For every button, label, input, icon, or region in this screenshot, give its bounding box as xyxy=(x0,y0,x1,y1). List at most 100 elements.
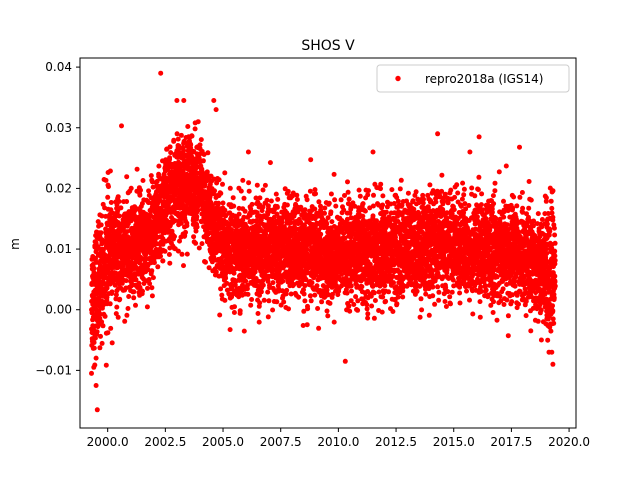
data-point xyxy=(372,290,377,295)
data-point xyxy=(396,295,401,300)
data-point xyxy=(201,158,206,163)
data-point xyxy=(380,203,385,208)
data-point xyxy=(359,284,364,289)
data-point xyxy=(363,209,368,214)
data-point xyxy=(312,207,317,212)
data-point xyxy=(149,268,154,273)
data-point xyxy=(349,283,354,288)
data-point xyxy=(184,223,189,228)
data-point xyxy=(303,207,308,212)
data-point xyxy=(138,188,143,193)
data-point xyxy=(270,308,275,313)
data-point xyxy=(167,157,172,162)
data-point xyxy=(266,298,271,303)
data-point xyxy=(117,214,122,219)
data-point xyxy=(140,289,145,294)
data-point xyxy=(175,131,180,136)
data-point xyxy=(117,199,122,204)
data-point xyxy=(190,134,195,139)
data-point xyxy=(171,138,176,143)
data-point xyxy=(239,189,244,194)
data-point xyxy=(250,202,255,207)
data-point xyxy=(261,188,266,193)
data-point xyxy=(325,309,330,314)
data-point xyxy=(99,230,104,235)
data-point xyxy=(333,204,338,209)
data-point xyxy=(269,199,274,204)
data-point xyxy=(94,356,99,361)
data-point xyxy=(196,208,201,213)
data-point xyxy=(406,191,411,196)
data-point xyxy=(95,329,100,334)
data-point xyxy=(167,261,172,266)
data-point xyxy=(212,188,217,193)
data-point xyxy=(347,309,352,314)
data-point xyxy=(386,289,391,294)
data-point xyxy=(155,264,160,269)
data-point xyxy=(199,137,204,142)
data-point xyxy=(129,186,134,191)
data-point xyxy=(116,194,121,199)
data-point xyxy=(286,189,291,194)
data-point xyxy=(332,320,337,325)
data-point xyxy=(296,295,301,300)
data-point xyxy=(281,300,286,305)
data-point xyxy=(319,299,324,304)
data-point xyxy=(358,194,363,199)
data-point xyxy=(222,298,227,303)
data-point xyxy=(305,322,310,327)
data-point xyxy=(246,292,251,297)
data-point xyxy=(180,252,185,257)
data-point xyxy=(400,295,405,300)
data-point xyxy=(280,279,285,284)
data-point xyxy=(257,195,262,200)
data-point xyxy=(361,201,366,206)
data-point xyxy=(172,234,177,239)
data-point xyxy=(399,178,404,183)
data-point xyxy=(117,297,122,302)
data-point xyxy=(237,212,242,217)
data-point xyxy=(108,169,113,174)
data-point xyxy=(160,258,165,263)
data-point xyxy=(124,313,129,318)
data-point xyxy=(228,186,233,191)
data-point xyxy=(222,170,227,175)
data-point xyxy=(371,193,376,198)
data-point xyxy=(232,304,237,309)
data-point xyxy=(294,193,299,198)
data-point xyxy=(223,276,228,281)
data-point xyxy=(151,275,156,280)
data-point xyxy=(124,278,129,283)
data-point xyxy=(137,193,142,198)
data-point xyxy=(149,285,154,290)
data-point xyxy=(382,283,387,288)
data-point xyxy=(295,197,300,202)
data-point xyxy=(110,340,115,345)
data-point xyxy=(104,363,109,368)
data-point xyxy=(310,280,315,285)
data-point xyxy=(243,279,248,284)
data-point xyxy=(220,182,225,187)
data-point xyxy=(302,292,307,297)
data-point xyxy=(92,340,97,345)
data-point xyxy=(325,313,330,318)
data-point xyxy=(302,298,307,303)
data-point xyxy=(168,144,173,149)
data-point xyxy=(92,266,97,271)
data-point xyxy=(266,314,271,319)
data-point xyxy=(108,326,113,331)
data-point xyxy=(105,330,110,335)
data-point xyxy=(366,188,371,193)
data-point xyxy=(262,298,267,303)
data-point xyxy=(179,133,184,138)
data-point xyxy=(243,209,248,214)
data-point xyxy=(261,283,266,288)
data-point xyxy=(98,334,103,339)
data-point xyxy=(218,191,223,196)
data-point xyxy=(242,196,247,201)
data-point xyxy=(131,295,136,300)
data-point xyxy=(374,218,379,223)
data-point xyxy=(346,190,351,195)
data-point xyxy=(146,188,151,193)
